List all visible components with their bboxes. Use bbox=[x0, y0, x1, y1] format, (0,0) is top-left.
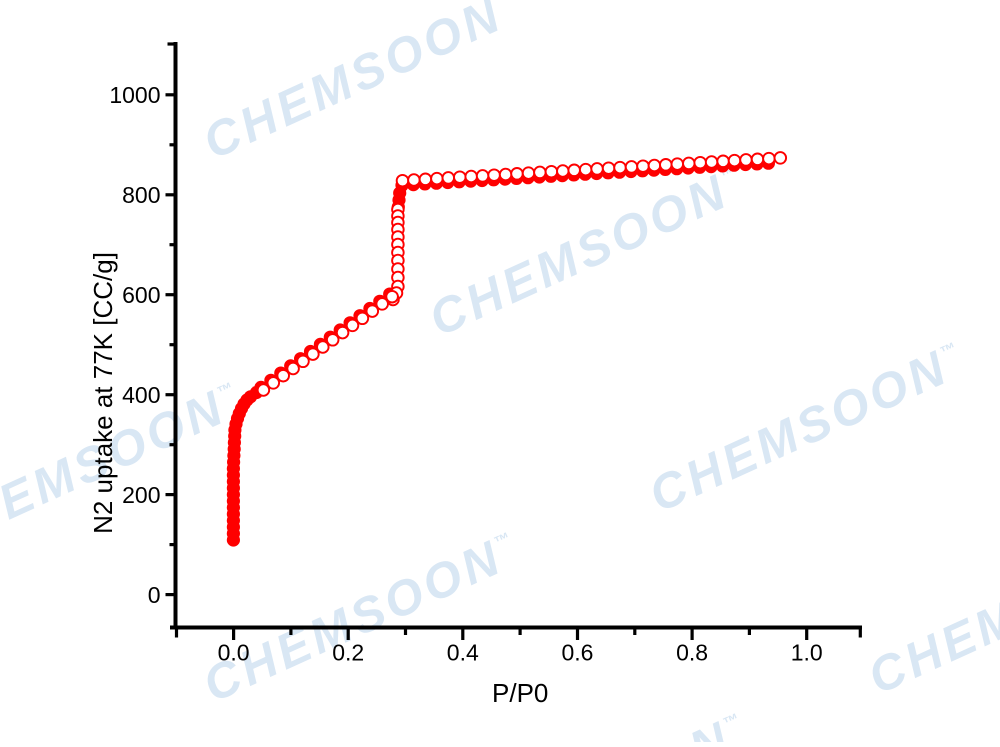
svg-text:0.6: 0.6 bbox=[562, 640, 594, 666]
svg-text:N2 uptake at 77K [CC/g]: N2 uptake at 77K [CC/g] bbox=[88, 252, 118, 534]
svg-text:0.8: 0.8 bbox=[676, 640, 708, 666]
svg-text:600: 600 bbox=[122, 282, 160, 308]
svg-text:800: 800 bbox=[122, 182, 160, 208]
svg-text:0: 0 bbox=[148, 582, 161, 608]
svg-text:0.2: 0.2 bbox=[332, 640, 364, 666]
svg-text:1.0: 1.0 bbox=[791, 640, 823, 666]
svg-text:P/P0: P/P0 bbox=[492, 678, 548, 708]
svg-text:0.0: 0.0 bbox=[218, 640, 250, 666]
svg-text:400: 400 bbox=[122, 382, 160, 408]
svg-text:1000: 1000 bbox=[109, 82, 160, 108]
svg-text:0.4: 0.4 bbox=[447, 640, 479, 666]
svg-text:200: 200 bbox=[122, 482, 160, 508]
